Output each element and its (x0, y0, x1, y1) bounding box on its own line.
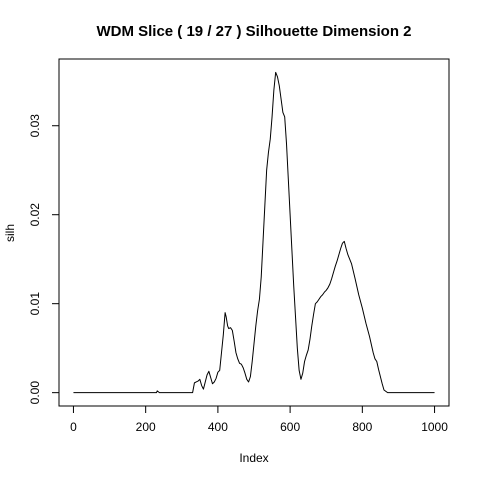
x-tick-label: 800 (352, 420, 372, 434)
x-axis-label: Index (239, 451, 268, 465)
y-tick-label: 0.00 (28, 381, 42, 405)
x-tick-label: 600 (280, 420, 300, 434)
y-tick-label: 0.01 (28, 292, 42, 316)
x-axis: 0 200 400 600 800 1000 (70, 405, 448, 434)
y-tick-label: 0.02 (28, 203, 42, 227)
plot-frame (58, 58, 450, 407)
x-tick-label: 0 (70, 420, 77, 434)
chart-title: WDM Slice ( 19 / 27 ) Silhouette Dimensi… (96, 23, 411, 40)
y-axis: 0.00 0.01 0.02 0.03 (28, 114, 60, 405)
series-line (73, 71, 435, 394)
x-tick-label: 1000 (421, 420, 448, 434)
x-tick-label: 400 (208, 420, 228, 434)
y-axis-label: silh (3, 224, 17, 242)
x-tick-label: 200 (136, 420, 156, 434)
y-tick-label: 0.03 (28, 114, 42, 138)
